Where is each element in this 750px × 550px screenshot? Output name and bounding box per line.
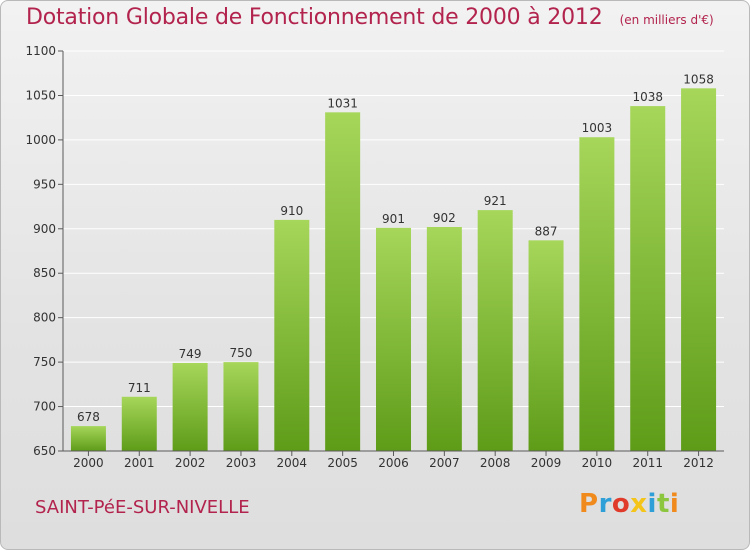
chart-unit: (en milliers d'€): [619, 13, 714, 27]
bar-2011: [630, 106, 666, 451]
x-tick-label: 2010: [582, 456, 613, 470]
bar-value-label: 921: [484, 194, 507, 208]
bar-value-label: 750: [230, 346, 253, 360]
logo-letter: i: [669, 489, 680, 519]
x-tick-label: 2000: [73, 456, 104, 470]
bar-2001: [121, 396, 157, 451]
x-tick-label: 2001: [124, 456, 155, 470]
y-tick-label: 900: [33, 222, 56, 236]
bar-2007: [426, 227, 462, 451]
bar-value-label: 1038: [632, 90, 663, 104]
bar-value-label: 887: [535, 224, 558, 238]
title-row: Dotation Globale de Fonctionnement de 20…: [26, 5, 714, 30]
bar-value-label: 1058: [683, 72, 714, 86]
city-name: SAINT-PéE-SUR-NIVELLE: [35, 497, 250, 518]
proxiti-logo[interactable]: Proxiti: [579, 489, 679, 519]
logo-letter: P: [579, 489, 599, 519]
x-tick-label: 2006: [378, 456, 409, 470]
bar-value-label: 901: [382, 212, 405, 226]
bar-2010: [579, 137, 615, 451]
logo-letter: i: [647, 489, 657, 519]
y-tick-label: 800: [33, 311, 56, 325]
x-tick-label: 2012: [683, 456, 714, 470]
y-tick-label: 850: [33, 266, 56, 280]
bars: 678 711 749 750 910 1031 901 902 921 887 1003 1038 1…: [70, 72, 717, 451]
x-tick-label: 2002: [175, 456, 206, 470]
bar-2008: [477, 210, 513, 451]
bar-2000: [70, 426, 106, 451]
x-tick-label: 2011: [632, 456, 663, 470]
x-tick-label: 2009: [531, 456, 562, 470]
y-tick-label: 1000: [25, 133, 56, 147]
bar-value-label: 1031: [327, 96, 358, 110]
axes: 650 700 750 800 850 900 950 1000 1050 1100 2000 200…: [25, 44, 724, 470]
bar-value-label: 1003: [582, 121, 613, 135]
bar-value-label: 678: [77, 410, 100, 424]
bar-2003: [223, 362, 259, 451]
y-tick-label: 1050: [25, 88, 56, 102]
x-tick-label: 2003: [226, 456, 257, 470]
bar-value-label: 749: [179, 347, 202, 361]
logo-letter: x: [630, 489, 648, 519]
bar-2006: [376, 227, 411, 451]
y-tick-label: 1100: [25, 44, 56, 58]
bar-value-label: 902: [433, 211, 456, 225]
y-tick-label: 700: [33, 400, 56, 414]
bar-value-label: 910: [280, 204, 303, 218]
bar-2004: [274, 219, 310, 451]
bar-2005: [325, 112, 361, 451]
logo-letter: o: [611, 489, 631, 519]
bar-2009: [528, 240, 564, 451]
y-tick-label: 750: [33, 355, 56, 369]
x-tick-label: 2005: [327, 456, 358, 470]
bar-2012: [681, 88, 717, 451]
bar-2002: [172, 363, 208, 451]
y-tick-label: 650: [33, 444, 56, 458]
chart-title: Dotation Globale de Fonctionnement de 20…: [26, 5, 603, 30]
x-tick-label: 2004: [277, 456, 308, 470]
x-tick-label: 2007: [429, 456, 460, 470]
y-tick-label: 950: [33, 177, 56, 191]
x-tick-label: 2008: [480, 456, 511, 470]
bar-value-label: 711: [128, 381, 151, 395]
logo-letter: t: [656, 489, 670, 519]
logo-letter: r: [598, 489, 612, 519]
